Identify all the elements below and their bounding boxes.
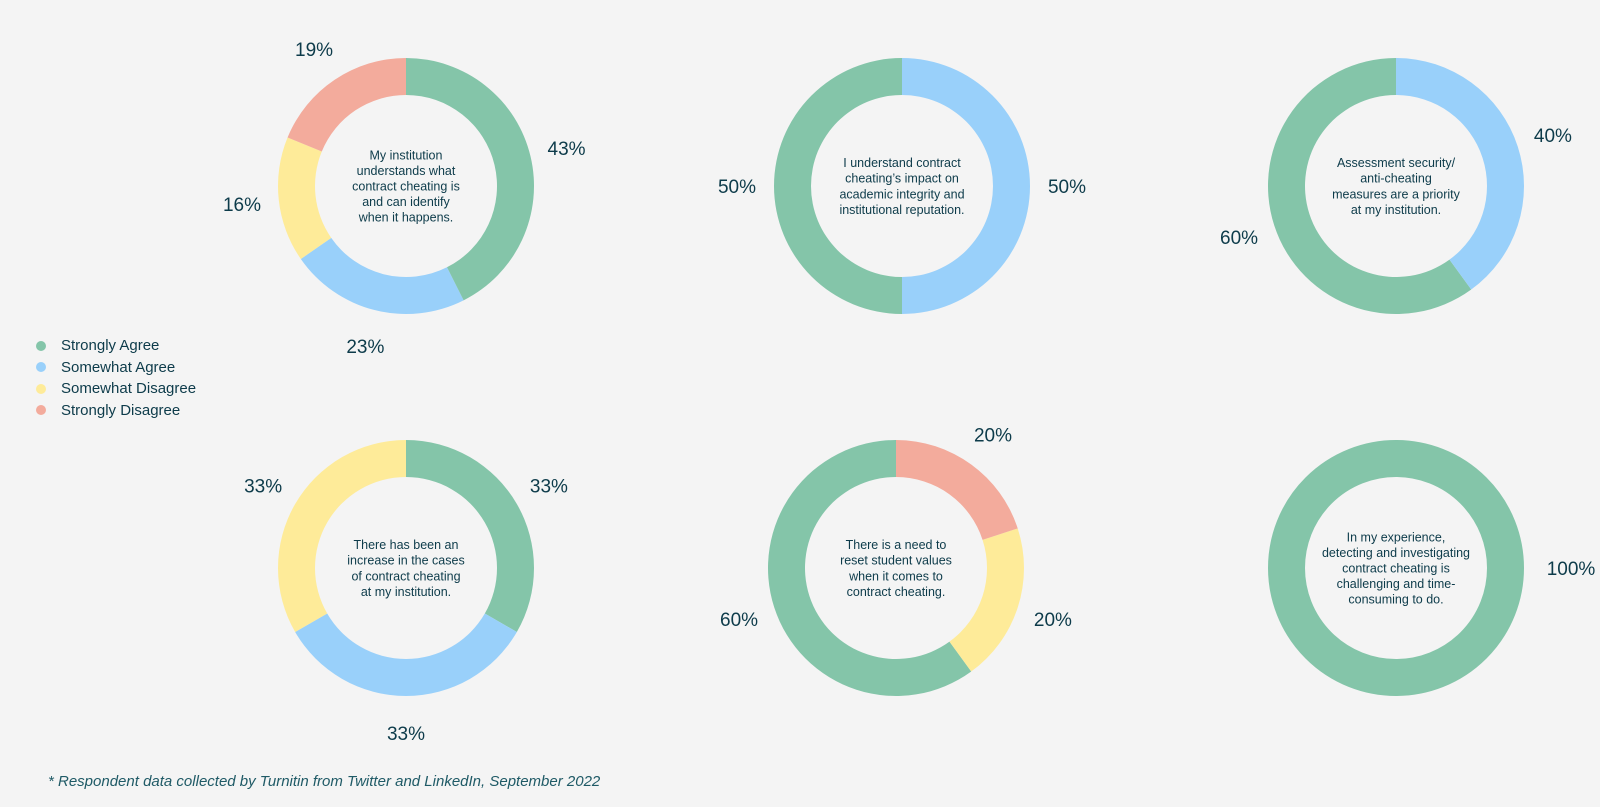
slice-value-label: 20% (974, 426, 1012, 447)
footnote: * Respondent data collected by Turnitin … (48, 773, 601, 790)
legend-label: Somewhat Agree (61, 358, 176, 376)
slice-value-label: 19% (295, 40, 333, 61)
donut-title-line: contract cheating is (1342, 562, 1450, 576)
slice-somewhat-disagree (949, 528, 1024, 672)
slice-value-label: 33% (530, 477, 568, 498)
slice-strongly-agree (768, 440, 972, 696)
donut-title-line: academic integrity and (839, 187, 964, 201)
slice-value-label: 33% (244, 477, 282, 498)
slice-somewhat-agree (295, 613, 517, 696)
slice-value-label: 43% (548, 139, 586, 160)
legend-item-somewhat-agree: Somewhat Agree (36, 357, 196, 379)
slice-somewhat-agree (902, 58, 1030, 314)
donut-title-line: challenging and time- (1337, 577, 1456, 591)
donut-title-line: In my experience, (1347, 530, 1446, 544)
donut-title-line: consuming to do. (1348, 593, 1443, 607)
slice-somewhat-agree (300, 237, 464, 315)
donut-title-line: There is a need to (846, 538, 947, 552)
legend-item-strongly-agree: Strongly Agree (36, 335, 196, 357)
donut-title-line: when it comes to (848, 569, 943, 583)
legend-item-somewhat-disagree: Somewhat Disagree (36, 378, 196, 400)
donut-title-line: contract cheating. (847, 585, 946, 599)
donut-title-line: contract cheating is (352, 180, 460, 194)
donut-title: There has been an increase in the cases of… (347, 538, 464, 599)
slice-value-label: 16% (223, 195, 261, 216)
slice-value-label: 40% (1534, 126, 1572, 147)
donut-title-line: when it happens. (358, 211, 454, 225)
slice-strongly-agree (406, 58, 534, 301)
slice-somewhat-disagree (278, 137, 332, 259)
donut-chart-5: 60% 20% 20% There is a need to reset student… (720, 426, 1072, 696)
donut-title: I understand contract cheating’s impact o… (839, 156, 964, 217)
legend-dot-somewhat-disagree (36, 383, 46, 394)
donut-title-line: There has been an (354, 538, 459, 552)
donut-title-line: Assessment security/ (1337, 156, 1456, 170)
donut-title-line: cheating’s impact on (845, 172, 959, 186)
donut-title-line: anti-cheating (1360, 172, 1432, 186)
legend-dot-strongly-agree (36, 340, 46, 351)
legend-dot-somewhat-agree (36, 362, 46, 373)
donut-title-line: reset student values (840, 554, 952, 568)
donut-title-line: I understand contract (843, 156, 961, 170)
legend: Strongly Agree Somewhat Agree Somewhat D… (36, 335, 196, 421)
slice-value-label: 50% (1048, 177, 1086, 198)
slice-value-label: 23% (346, 337, 384, 358)
legend-item-strongly-disagree: Strongly Disagree (36, 400, 196, 422)
slice-strongly-disagree (287, 58, 406, 152)
donut-title-line: My institution (370, 148, 443, 162)
donut-title: There is a need to reset student values wh… (840, 538, 952, 599)
donut-title-line: measures are a priority (1332, 187, 1461, 201)
donut-chart-2: 50% 50% I understand contract cheating’s im… (718, 58, 1086, 314)
slice-value-label: 100% (1547, 559, 1596, 580)
slice-strongly-disagree (896, 440, 1018, 540)
donut-title: Assessment security/anti-cheating measure… (1332, 156, 1461, 217)
legend-label: Strongly Disagree (61, 401, 181, 419)
donut-title: My institution understands what contract c… (352, 148, 460, 224)
donut-title-line: of contract cheating (351, 569, 460, 583)
slice-somewhat-agree (1396, 58, 1524, 290)
legend-label: Strongly Agree (61, 337, 160, 355)
slice-value-label: 60% (1220, 228, 1258, 249)
slice-value-label: 60% (720, 610, 758, 631)
slice-strongly-agree (406, 440, 534, 632)
donut-title-line: increase in the cases (347, 554, 464, 568)
slice-value-label: 20% (1034, 610, 1072, 631)
donut-chart-3: 60% 40% Assessment security/anti-cheating m… (1220, 58, 1572, 315)
donut-chart-1: 43% 23% 16% 19% My institution understands wh… (223, 40, 586, 358)
donut-title-line: and can identify (362, 195, 450, 209)
slice-strongly-agree (1268, 58, 1472, 315)
donut-title-line: at my institution. (361, 585, 451, 599)
donut-title-line: understands what (357, 164, 456, 178)
slice-value-label: 50% (718, 177, 756, 198)
slice-strongly-agree (1268, 440, 1524, 696)
donut-title-line: institutional reputation. (839, 203, 964, 217)
donut-title-line: detecting and investigating (1322, 546, 1470, 560)
donut-chart-4: 33% 33% 33% There has been an increase in th… (244, 440, 568, 745)
legend-label: Somewhat Disagree (61, 380, 197, 398)
slice-somewhat-disagree (278, 440, 406, 632)
donut-title: In my experience, detecting and investiga… (1322, 530, 1470, 606)
donut-chart-6: 100% In my experience, detecting and inves… (1268, 440, 1596, 696)
legend-dot-strongly-disagree (36, 405, 46, 416)
donut-title-line: at my institution. (1351, 203, 1441, 217)
slice-strongly-agree (774, 58, 902, 314)
slice-value-label: 33% (387, 724, 425, 745)
